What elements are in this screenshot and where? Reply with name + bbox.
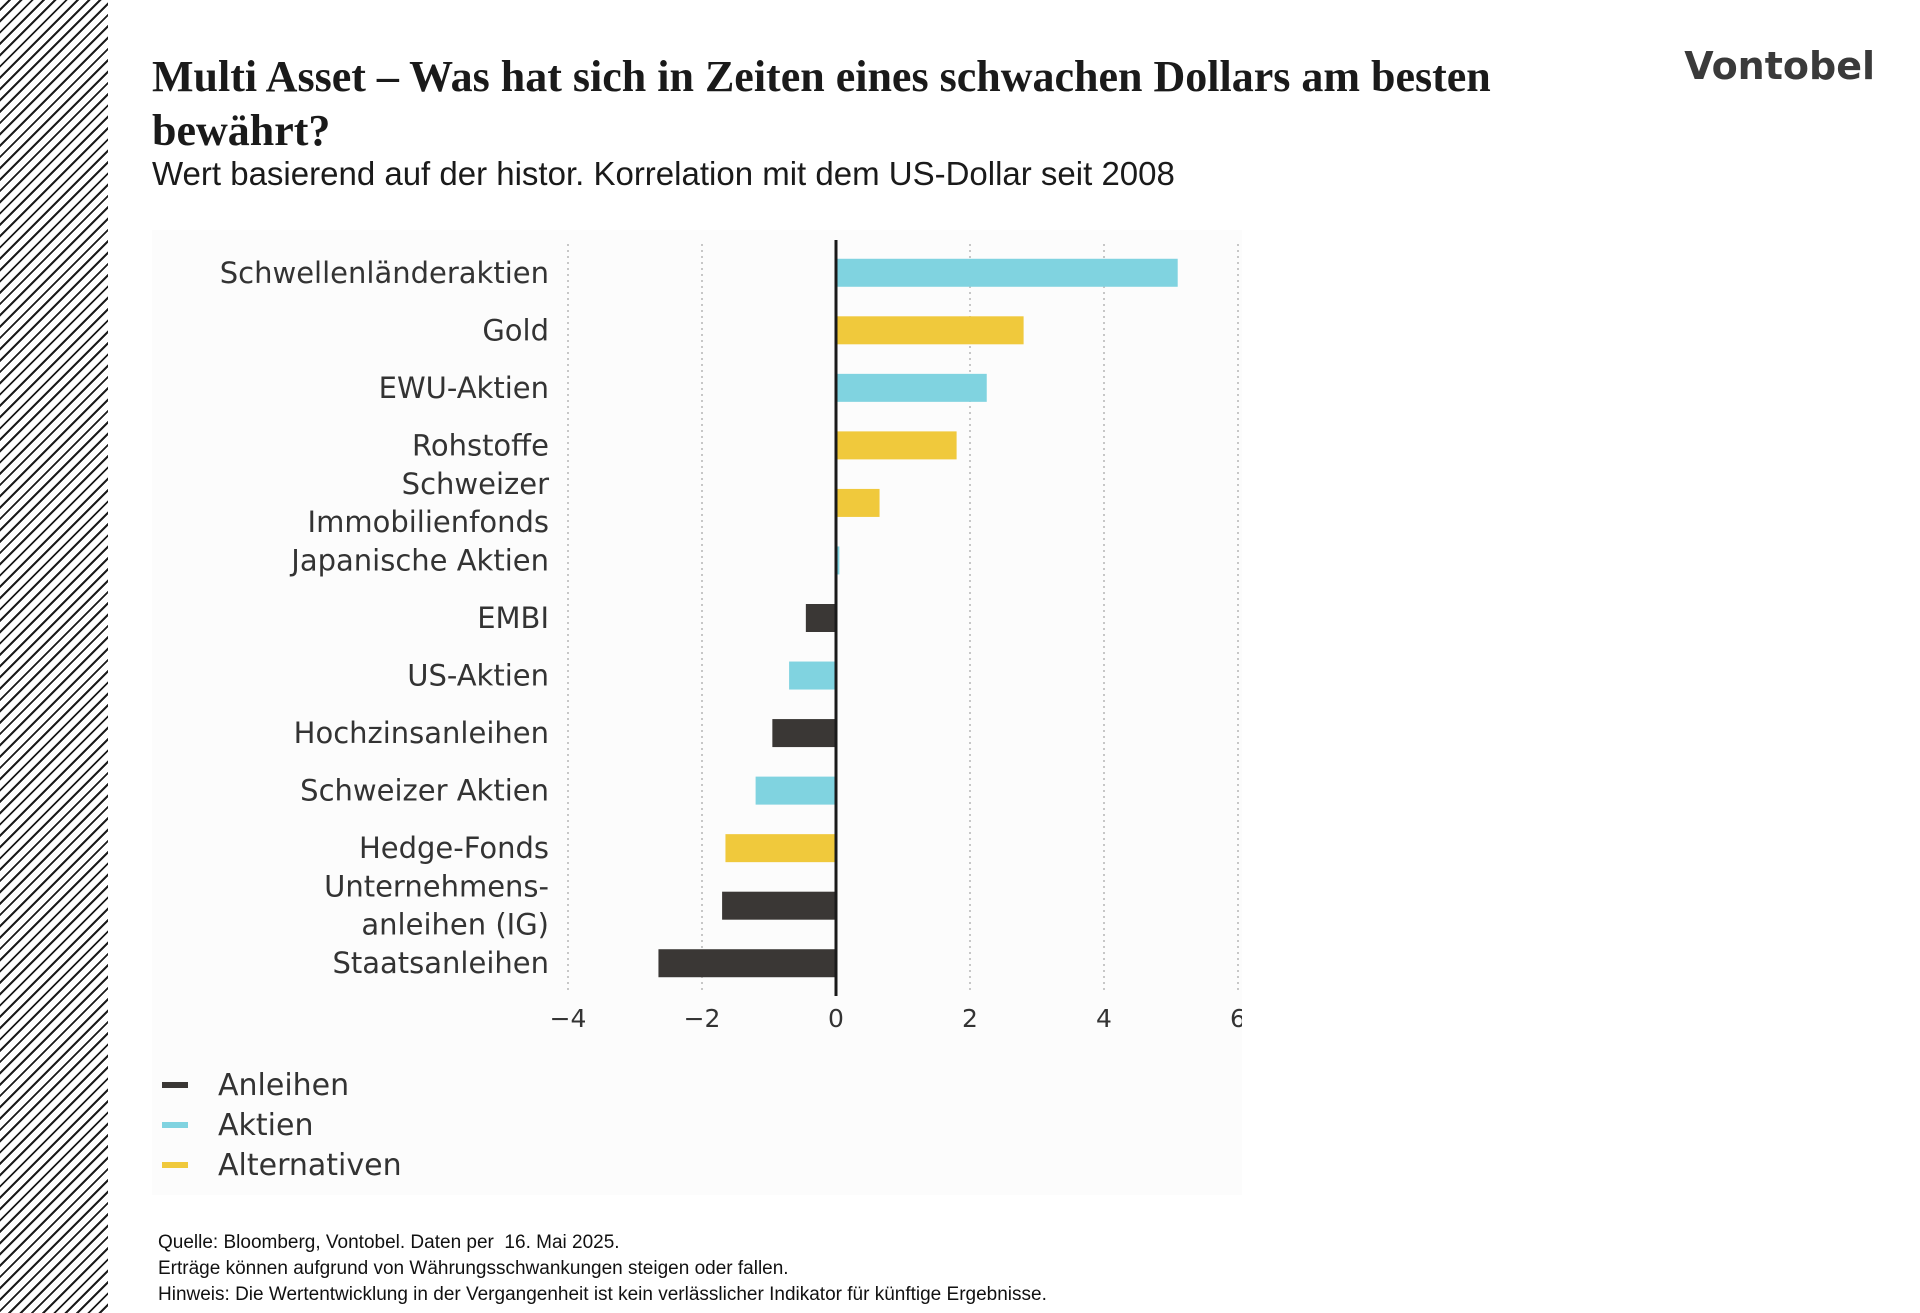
bar <box>658 949 836 978</box>
legend-label: Aktien <box>218 1108 313 1143</box>
footer-notes: Quelle: Bloomberg, Vontobel. Daten per 1… <box>158 1230 1558 1308</box>
bar <box>836 258 1178 287</box>
category-label: EWU-Aktien <box>379 371 549 405</box>
x-tick-label: −4 <box>550 1004 587 1033</box>
bar <box>836 373 987 402</box>
footer-note-disclaimer: Hinweis: Die Wertentwicklung in der Verg… <box>158 1284 1047 1305</box>
bar <box>789 661 836 690</box>
bar <box>805 604 836 632</box>
category-label: Rohstoffe <box>412 428 549 462</box>
legend-label: Anleihen <box>218 1068 349 1103</box>
bar <box>722 891 836 920</box>
legend-swatch <box>162 1122 188 1128</box>
page-subtitle: Wert basierend auf der histor. Korrelati… <box>152 155 1175 192</box>
category-label: Schweizer <box>402 467 549 501</box>
bar <box>725 834 836 863</box>
footer-note-currency: Erträge können aufgrund von Währungsschw… <box>158 1258 789 1279</box>
bar <box>836 316 1024 345</box>
bar <box>755 776 836 805</box>
x-tick-label: 4 <box>1096 1004 1112 1033</box>
bar-chart: Schwellenländeraktien Gold EWU-Aktien Rohst… <box>162 240 1242 1183</box>
footer-source: Quelle: Bloomberg, Vontobel. Daten per 1… <box>158 1232 620 1253</box>
hatched-side-border <box>0 0 108 1313</box>
legend-swatch <box>162 1082 188 1088</box>
bar <box>772 719 836 748</box>
category-label: Unternehmens- <box>324 870 549 904</box>
category-label: Gold <box>482 313 549 347</box>
x-tick-label: −2 <box>684 1004 721 1033</box>
category-label: Immobilienfonds <box>308 505 549 539</box>
category-label: Japanische Aktien <box>289 543 549 577</box>
x-tick-label: 6 <box>1230 1004 1242 1033</box>
legend-label: Alternativen <box>218 1148 402 1183</box>
legend-swatch <box>162 1162 188 1168</box>
x-tick-label: 2 <box>962 1004 978 1033</box>
bar <box>836 488 880 517</box>
category-label: Schweizer Aktien <box>300 774 549 808</box>
vontobel-logo: Vontobel <box>1684 44 1875 88</box>
page-title: Multi Asset – Was hat sich in Zeiten ein… <box>152 52 1491 155</box>
category-label: Hedge-Fonds <box>359 831 549 865</box>
category-label: EMBI <box>477 601 549 635</box>
x-tick-label: 0 <box>828 1004 844 1033</box>
category-label: Staatsanleihen <box>332 946 549 980</box>
chart-panel: Schwellenländeraktien Gold EWU-Aktien Rohst… <box>152 230 1242 1195</box>
bar <box>836 431 957 460</box>
category-label: Hochzinsanleihen <box>294 716 549 750</box>
category-label: anleihen (IG) <box>361 908 549 942</box>
bar <box>836 546 840 575</box>
category-label: Schwellenländeraktien <box>220 256 549 290</box>
category-label: US-Aktien <box>407 659 549 693</box>
